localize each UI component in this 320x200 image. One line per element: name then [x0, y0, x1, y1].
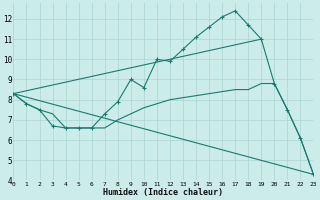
X-axis label: Humidex (Indice chaleur): Humidex (Indice chaleur) [103, 188, 223, 197]
